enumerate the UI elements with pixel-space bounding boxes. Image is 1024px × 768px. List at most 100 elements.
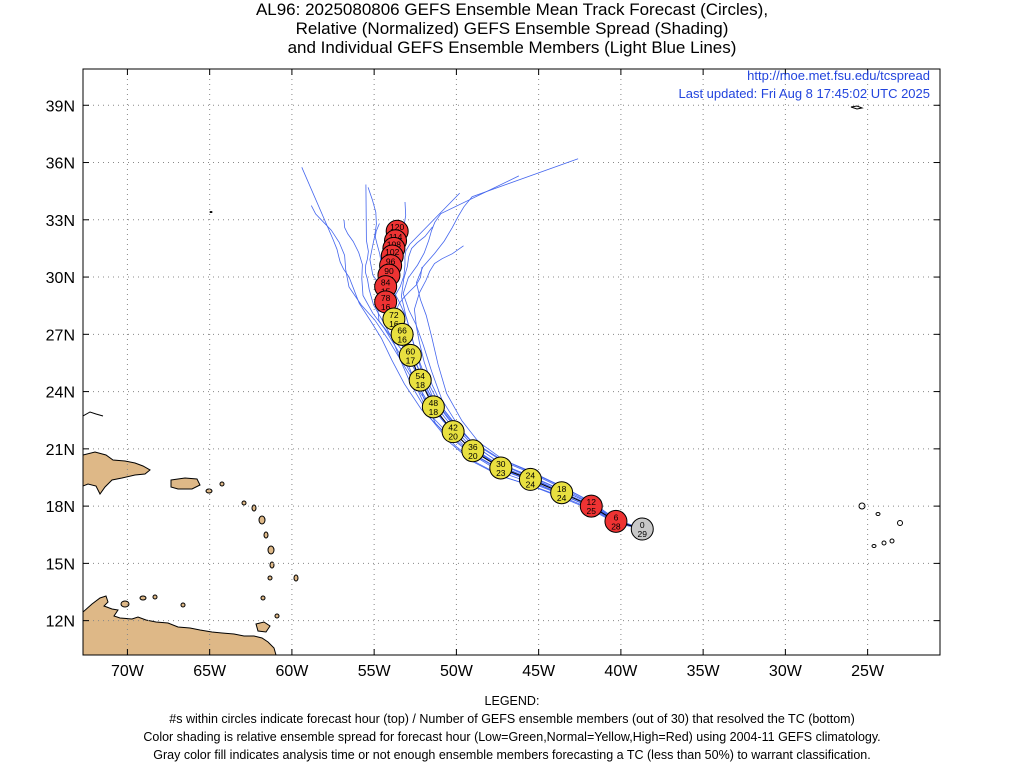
lon-label: 65W — [193, 663, 227, 680]
member-count-label: 25 — [587, 506, 597, 516]
last-updated-stamp: Last updated: Fri Aug 8 17:45:02 UTC 202… — [678, 86, 930, 101]
member-count-label: 16 — [389, 319, 399, 329]
forecast-hour-label: 78 — [381, 293, 391, 303]
ensemble-member-line — [301, 167, 643, 530]
legend-line-1: #s within circles indicate forecast hour… — [169, 712, 855, 726]
track-point-circle — [441, 420, 465, 444]
track-point: 029 — [630, 517, 654, 541]
forecast-hour-label: 24 — [526, 470, 536, 480]
lat-label: 18N — [46, 499, 75, 516]
track-point-circle — [398, 343, 422, 367]
member-count-label: 20 — [448, 432, 458, 442]
lat-label: 24N — [46, 385, 75, 402]
lon-label: 40W — [604, 663, 638, 680]
ensemble-member-line — [377, 256, 643, 530]
lat-label: 33N — [46, 213, 75, 230]
member-count-label: 16 — [381, 302, 391, 312]
lat-label: 36N — [46, 156, 75, 173]
track-point-circle — [604, 509, 628, 533]
forecast-hour-label: 108 — [387, 239, 401, 249]
forecast-hour-label: 6 — [614, 512, 619, 522]
land-cuba-tip — [83, 411, 104, 417]
member-count-label: 24 — [526, 479, 536, 489]
land-azores — [850, 105, 864, 110]
forecast-hour-label: 96 — [386, 257, 396, 267]
land-south-america — [83, 595, 277, 655]
lon-label: 35W — [687, 663, 721, 680]
lat-label: 27N — [46, 327, 75, 344]
land-cape-verde — [858, 502, 903, 548]
chart-title-line-3: and Individual GEFS Ensemble Members (Li… — [287, 38, 737, 57]
lat-label: 21N — [46, 442, 75, 459]
land-puerto-rico — [170, 477, 201, 490]
legend-heading: LEGEND: — [484, 694, 540, 708]
track-point: 628 — [604, 509, 628, 533]
lon-label: 70W — [111, 663, 145, 680]
track-point-circle — [550, 481, 574, 505]
land-areas — [83, 105, 903, 655]
track-point-circle — [408, 368, 432, 392]
forecast-hour-label: 66 — [397, 325, 407, 335]
forecast-hour-label: 120 — [390, 222, 404, 232]
source-url[interactable]: http://moe.met.fsu.edu/tcspread — [747, 68, 930, 83]
forecast-hour-label: 102 — [385, 247, 399, 257]
ensemble-member-tracks — [301, 158, 643, 530]
member-count-label: 28 — [611, 521, 621, 531]
track-point-circle — [630, 517, 654, 541]
member-count-label: 17 — [406, 355, 416, 365]
forecast-hour-label: 12 — [587, 497, 597, 507]
ensemble-member-line — [415, 158, 643, 530]
forecast-hour-label: 48 — [429, 398, 439, 408]
member-count-label: 24 — [557, 493, 567, 503]
member-count-label: 29 — [638, 529, 648, 539]
track-point-circle — [461, 439, 485, 463]
legend-line-3: Gray color fill indicates analysis time … — [153, 748, 871, 762]
lat-label: 15N — [46, 556, 75, 573]
chart-title-line-2: Relative (Normalized) GEFS Ensemble Spre… — [295, 19, 729, 38]
lat-label: 12N — [46, 614, 75, 631]
forecast-hour-label: 42 — [448, 423, 458, 433]
lon-label: 50W — [440, 663, 474, 680]
lat-label: 39N — [46, 98, 75, 115]
lon-label: 55W — [358, 663, 392, 680]
latitude-labels: 39N 36N 33N 30N 27N 24N 21N 18N 15N 12N — [46, 98, 75, 630]
axis-ticks — [83, 69, 940, 655]
forecast-hour-label: 30 — [496, 459, 506, 469]
member-count-label: 23 — [496, 468, 506, 478]
ensemble-member-line — [310, 205, 643, 530]
longitude-labels: 70W 65W 60W 55W 50W 45W 40W 35W 30W 25W — [111, 663, 885, 680]
ensemble-member-line — [343, 219, 643, 530]
track-point-circle — [390, 322, 414, 346]
forecast-hour-label: 90 — [384, 266, 394, 276]
forecast-hour-label: 60 — [406, 346, 416, 356]
track-point-circle — [518, 467, 542, 491]
forecast-hour-label: 114 — [389, 232, 403, 242]
lon-label: 60W — [275, 663, 309, 680]
plot-frame — [82, 68, 941, 656]
lat-lon-grid — [83, 69, 940, 655]
legend-line-2: Color shading is relative ensemble sprea… — [143, 730, 881, 744]
lon-label: 45W — [522, 663, 556, 680]
track-point-circle — [579, 494, 603, 518]
forecast-hour-label: 54 — [415, 371, 425, 381]
member-count-label: 18 — [415, 380, 425, 390]
lat-label: 30N — [46, 270, 75, 287]
land-trinidad — [255, 621, 271, 633]
land-hispaniola — [83, 451, 151, 495]
track-point-circle — [489, 456, 513, 480]
ensemble-mean-track: 1201411414108141021496159015841578167216… — [374, 219, 654, 541]
chart-title-line-1: AL96: 2025080806 GEFS Ensemble Mean Trac… — [255, 0, 769, 19]
forecast-hour-label: 0 — [640, 520, 645, 530]
forecast-hour-label: 72 — [389, 310, 399, 320]
